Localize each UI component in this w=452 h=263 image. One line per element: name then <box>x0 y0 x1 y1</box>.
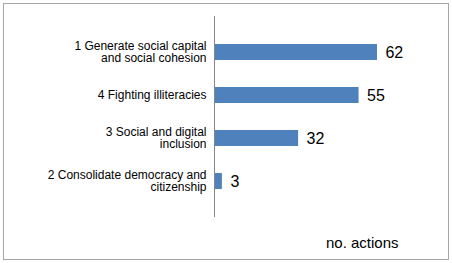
svg-text:2 Consolidate democracy andcit: 2 Consolidate democracy andcitizenship <box>48 168 207 194</box>
svg-text:3: 3 <box>230 173 239 190</box>
svg-text:4 Fighting illiteracies: 4 Fighting illiteracies <box>98 88 207 102</box>
svg-text:55: 55 <box>367 87 385 104</box>
svg-text:1 Generate social capitaland s: 1 Generate social capitaland social cohe… <box>74 39 206 65</box>
svg-text:62: 62 <box>385 44 403 61</box>
svg-text:3 Social and digitalinclusion: 3 Social and digitalinclusion <box>106 125 207 151</box>
svg-text:no. actions: no. actions <box>326 234 399 251</box>
svg-text:32: 32 <box>307 130 325 147</box>
